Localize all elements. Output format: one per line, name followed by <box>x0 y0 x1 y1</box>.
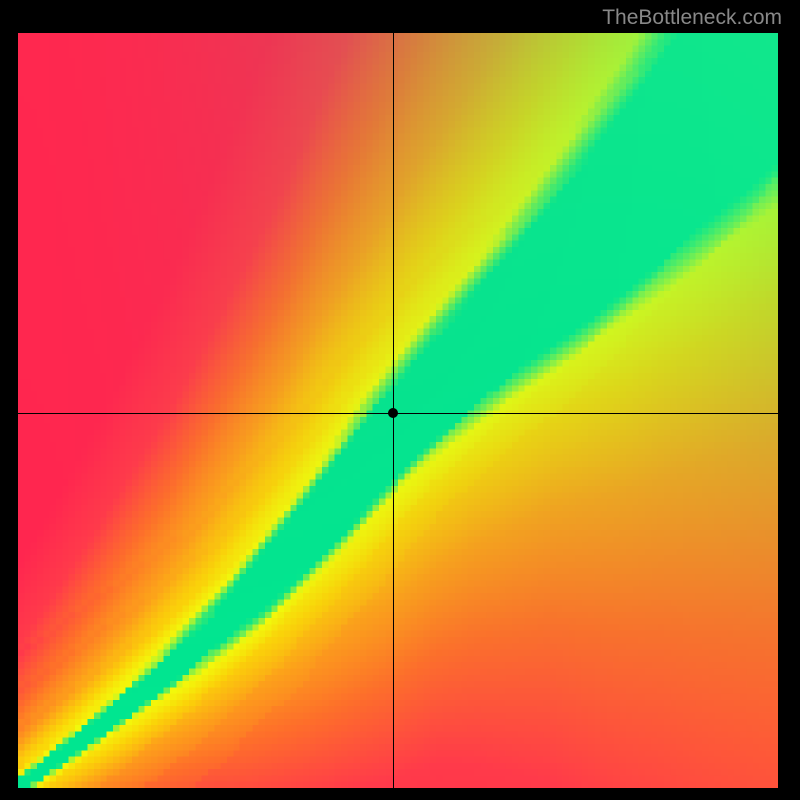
attribution-text: TheBottleneck.com <box>602 6 782 30</box>
crosshair-marker <box>388 408 398 418</box>
chart-container: TheBottleneck.com <box>0 0 800 800</box>
plot-frame <box>18 33 778 788</box>
